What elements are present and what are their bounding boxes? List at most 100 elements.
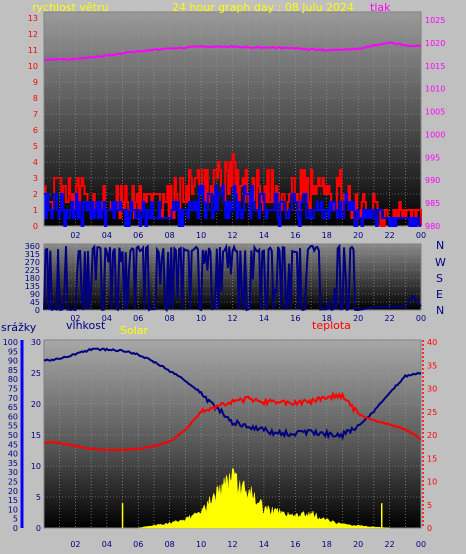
rain-axis-tick: 95	[8, 347, 18, 356]
rain-axis-tick: 35	[8, 459, 18, 468]
x-tick-label: 22	[384, 540, 394, 549]
direction-axis-tick: 135	[25, 282, 40, 291]
rain-axis-tick: 0	[13, 524, 18, 533]
rain-axis-tick: 5	[13, 515, 18, 524]
solar-label: Solar	[120, 324, 149, 337]
rain-axis-tick: 25	[8, 478, 18, 487]
temperature-axis-tick: 40	[427, 338, 437, 347]
x-tick-label: 16	[290, 540, 300, 549]
rain-axis-tick: 80	[8, 375, 18, 384]
x-tick-label: 16	[290, 231, 300, 240]
wind-axis-tick: 7	[33, 110, 38, 119]
wind-axis-tick: 2	[33, 190, 38, 199]
x-tick-label: 08	[165, 540, 175, 549]
humidity-axis-tick: 5	[36, 493, 41, 502]
direction-axis-tick: 225	[25, 266, 40, 275]
x-tick-label: 02	[70, 231, 80, 240]
x-tick-label: 22	[384, 231, 394, 240]
rain-axis-tick: 85	[8, 366, 18, 375]
humidity-axis-tick: 15	[31, 431, 41, 440]
rain-axis-tick: 55	[8, 422, 18, 431]
pressure-axis-tick: 1020	[425, 39, 445, 48]
x-tick-label: 12	[227, 540, 237, 549]
humidity-axis-tick: 20	[31, 400, 41, 409]
rain-axis-tick: 10	[8, 505, 18, 514]
chart-title: 24 hour graph day : 08 Julu 2024	[172, 1, 354, 14]
direction-axis-tick: 270	[25, 258, 40, 267]
pressure-axis-tick: 985	[425, 199, 440, 208]
wind-axis-tick: 3	[33, 174, 38, 183]
pressure-axis-tick: 1010	[425, 85, 445, 94]
chart-marks	[43, 41, 422, 529]
pressure-axis-tick: 990	[425, 176, 440, 185]
x-tick-label: 06	[133, 540, 143, 549]
wind-axis-tick: 8	[33, 94, 38, 103]
x-tick-label: 00	[416, 314, 426, 323]
wind-avg-line	[44, 185, 421, 227]
x-tick-label: 20	[353, 231, 363, 240]
x-tick-label: 08	[165, 314, 175, 323]
humidity-axis-tick: 10	[31, 462, 41, 471]
rain-axis-tick: 50	[8, 431, 18, 440]
x-tick-label: 14	[259, 540, 269, 549]
direction-axis-tick: 360	[25, 242, 40, 251]
grid	[44, 12, 421, 529]
temperature-axis-tick: 35	[427, 361, 437, 370]
x-tick-label: 14	[259, 231, 269, 240]
rain-axis-tick: 90	[8, 357, 18, 366]
rain-axis-tick: 65	[8, 403, 18, 412]
wind-axis-tick: 5	[33, 142, 38, 151]
humidity-axis-tick: 25	[31, 369, 41, 378]
temperature-axis-tick: 20	[427, 431, 437, 440]
direction-axis-tick: 90	[30, 290, 40, 299]
compass-e: E	[436, 288, 443, 301]
direction-axis-tick: 180	[25, 274, 40, 283]
pressure-label: tlak	[370, 1, 391, 14]
rain-axis-tick: 45	[8, 440, 18, 449]
humidity-label: vlhkost	[66, 319, 106, 332]
wind-axis-tick: 4	[33, 158, 38, 167]
x-tick-label: 06	[133, 314, 143, 323]
pressure-axis-tick: 995	[425, 153, 440, 162]
compass-s: S	[436, 272, 443, 285]
x-tick-label: 12	[227, 231, 237, 240]
humidity-line	[43, 347, 422, 441]
x-tick-label: 04	[102, 540, 112, 549]
temperature-axis-tick: 25	[427, 408, 437, 417]
humidity-axis-tick: 0	[36, 524, 41, 533]
x-tick-label: 00	[416, 231, 426, 240]
wind-axis-tick: 10	[28, 62, 38, 71]
x-tick-label: 00	[416, 540, 426, 549]
wind-speed-label: rychlost větru	[32, 1, 108, 14]
x-tick-label: 08	[165, 231, 175, 240]
temperature-axis-tick: 10	[427, 478, 437, 487]
wind-axis-tick: 13	[28, 14, 38, 23]
humidity-axis-tick: 30	[31, 338, 41, 347]
x-tick-label: 10	[196, 540, 206, 549]
pressure-axis-tick: 980	[425, 222, 440, 231]
temperature-line	[43, 391, 422, 452]
compass-n-bottom: N	[436, 304, 444, 317]
wind-direction-line	[43, 243, 422, 313]
x-tick-label: 06	[133, 231, 143, 240]
rain-axis-tick: 20	[8, 487, 18, 496]
x-tick-label: 22	[384, 314, 394, 323]
compass-n-top: N	[436, 239, 444, 252]
pressure-axis-tick: 1005	[425, 108, 445, 117]
x-tick-label: 16	[290, 314, 300, 323]
wind-axis-tick: 6	[33, 126, 38, 135]
wind-axis-tick: 9	[33, 78, 38, 87]
temperature-label: teplota	[312, 319, 351, 332]
rain-label: srážky	[1, 321, 37, 334]
rain-axis-tick: 30	[8, 468, 18, 477]
x-tick-label: 18	[322, 231, 332, 240]
solar-area	[138, 467, 390, 529]
x-tick-label: 10	[196, 231, 206, 240]
rain-axis-tick: 40	[8, 450, 18, 459]
rain-axis-tick: 70	[8, 394, 18, 403]
x-tick-label: 02	[70, 540, 80, 549]
wind-axis-tick: 1	[33, 206, 38, 215]
rain-axis-tick: 60	[8, 412, 18, 421]
